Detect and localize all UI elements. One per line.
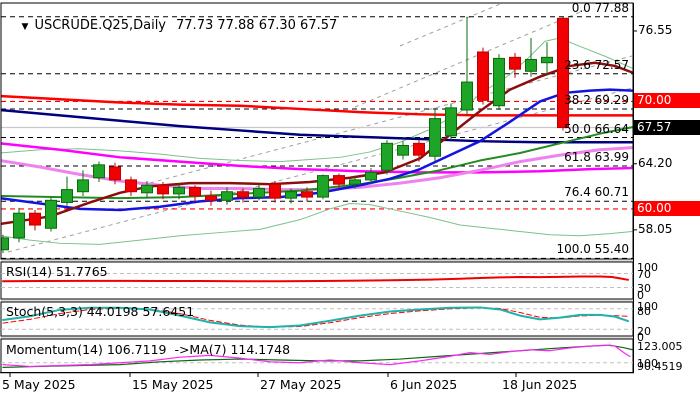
panel-splitter[interactable] — [1, 336, 633, 339]
trendline[interactable] — [149, 55, 633, 184]
fib-label-50[interactable]: 50.0 66.64 — [564, 121, 629, 136]
candle-bullish[interactable] — [13, 212, 25, 239]
current-price-badge: 67.57 — [634, 119, 700, 135]
fib-label-61[interactable]: 61.8 63.99 — [564, 150, 629, 165]
time-label-27may: 27 May 2025 — [260, 377, 342, 392]
candle-bullish[interactable] — [381, 142, 393, 171]
candle-bullish[interactable] — [221, 191, 233, 201]
envelope-lower — [1, 203, 633, 245]
indicator-scale-label: 0 — [637, 331, 644, 344]
ma-navy — [1, 108, 633, 144]
indicator-scale-label: 100 — [637, 300, 658, 313]
candle-bearish[interactable] — [125, 179, 137, 193]
candle-bullish[interactable] — [93, 164, 105, 179]
indicator-scale-label: 70 — [637, 268, 651, 281]
hline-badge-60[interactable]: 60.00 — [634, 200, 700, 216]
candle-bullish[interactable] — [317, 175, 329, 198]
indicator-scale-label: 123.005 — [637, 340, 683, 353]
time-label-15may: 15 May 2025 — [132, 377, 214, 392]
candle-bearish[interactable] — [477, 51, 489, 101]
candle-bearish[interactable] — [109, 166, 121, 181]
indicator-scale-label: 100 — [637, 357, 658, 370]
candle-bullish[interactable] — [0, 237, 9, 251]
candle-bullish[interactable] — [445, 107, 457, 137]
price-tick-6420: 64.20 — [638, 155, 673, 170]
main-chart-group — [0, 2, 633, 259]
trendline[interactable] — [399, 2, 505, 47]
main-panel-box — [0, 2, 634, 260]
fib-label-0[interactable]: 0.0 77.88 — [571, 0, 629, 15]
candle-bullish[interactable] — [541, 56, 553, 64]
candle-bullish[interactable] — [285, 191, 297, 199]
price-tick-5805: 58.05 — [638, 221, 673, 236]
candle-bearish[interactable] — [301, 191, 313, 198]
fib-label-38[interactable]: 38.2 69.29 — [564, 93, 629, 108]
indicator-panel-box — [0, 338, 634, 373]
ma-red-slow — [1, 94, 633, 117]
fib-label-23[interactable]: 23.6 72.57 — [564, 57, 629, 72]
candle-bearish[interactable] — [557, 17, 569, 129]
indicator-scale-label: 80 — [637, 305, 651, 318]
candle-bullish[interactable] — [77, 179, 89, 193]
rsi-line — [2, 275, 629, 283]
candle-bearish[interactable] — [237, 191, 249, 198]
time-label-5may: 5 May 2025 — [2, 377, 76, 392]
ohlc-values: 77.73 77.88 67.30 67.57 — [176, 18, 338, 33]
price-tick-7655: 76.55 — [638, 23, 673, 37]
indicator-scale-label: 90.4519 — [637, 360, 683, 373]
stoch-main — [2, 306, 629, 329]
momentum-main — [2, 344, 631, 368]
indicator-scale-label: 0 — [637, 289, 644, 302]
fib-label-76[interactable]: 76.4 60.71 — [564, 185, 629, 200]
hline-badge-70[interactable]: 70.00 — [634, 93, 700, 109]
candle-bearish[interactable] — [189, 186, 201, 197]
candle-bullish[interactable] — [365, 171, 377, 181]
candle-bullish[interactable] — [429, 118, 441, 157]
rsi-label: RSI(14) 51.7765 — [6, 264, 108, 279]
candle-bullish[interactable] — [141, 184, 153, 194]
candle-bullish[interactable] — [253, 187, 265, 198]
candle-bullish[interactable] — [45, 199, 57, 229]
candle-bullish[interactable] — [493, 57, 505, 107]
chart-dropdown-icon[interactable]: ▼ — [21, 22, 29, 32]
panel-splitter[interactable] — [1, 299, 633, 302]
time-label-6jun: 6 Jun 2025 — [390, 377, 458, 392]
candle-bearish[interactable] — [157, 184, 169, 195]
candle-bullish[interactable] — [349, 179, 361, 185]
candle-bullish[interactable] — [525, 58, 537, 72]
candle-bearish[interactable] — [413, 142, 425, 156]
symbol-period-label: USCRUDE.Q25,Daily — [34, 18, 167, 33]
time-label-18jun: 18 Jun 2025 — [502, 377, 578, 392]
trendline[interactable] — [354, 9, 586, 108]
indicator-scale-label: 20 — [637, 325, 651, 338]
ma-magenta — [1, 142, 633, 174]
candle-bearish[interactable] — [269, 183, 281, 199]
indicator-scale-label: 30 — [637, 282, 651, 295]
indicator-scale-label: 100 — [637, 261, 658, 274]
candle-bullish[interactable] — [461, 81, 473, 111]
candle-bullish[interactable] — [397, 144, 409, 156]
candle-bullish[interactable] — [173, 186, 185, 195]
panel-splitter[interactable] — [1, 259, 633, 262]
momentum-label: Momentum(14) 106.7119 ->MA(7) 114.1748 — [6, 342, 291, 357]
stoch-label: Stoch(5,3,3) 44.0198 57.6451 — [6, 304, 195, 319]
candle-bearish[interactable] — [333, 175, 345, 185]
candle-bullish[interactable] — [61, 189, 73, 203]
fib-label-100[interactable]: 100.0 55.40 — [556, 242, 629, 257]
candle-bearish[interactable] — [205, 195, 217, 201]
candle-bearish[interactable] — [29, 212, 41, 226]
chart-title-bar: ▼ USCRUDE.Q25,Daily 77.73 77.88 67.30 67.5… — [5, 3, 338, 48]
candle-bearish[interactable] — [509, 56, 521, 70]
